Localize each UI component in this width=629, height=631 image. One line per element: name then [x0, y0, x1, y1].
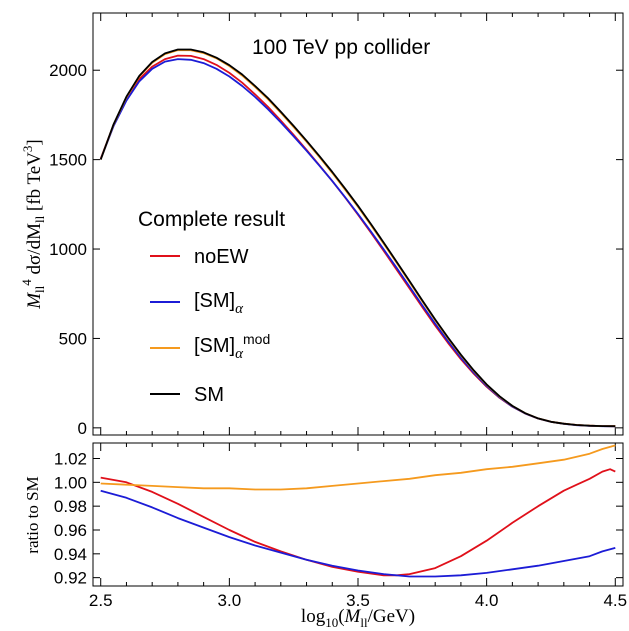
legend-label-sm-alpha: [SM]α [194, 290, 244, 317]
top-y-axis-label: Mll4 dσ/dMll [fb TeV3] [19, 139, 47, 310]
top-y-tick-label: 1000 [49, 240, 87, 259]
top-panel: 0 500 1000 1500 2000 100 TeV pp collider Com… [19, 12, 624, 438]
bottom-x-ticks: 2.5 3.0 3.5 4.0 4.5 [89, 443, 627, 610]
legend-item-sm-alpha-mod: [SM]αmod [150, 331, 270, 362]
bottom-panel: 0.92 0.94 0.96 0.98 1.00 1.02 2.5 3.0 3.5 4.0 4.5… [23, 442, 627, 630]
x-tick-label: 3.0 [218, 591, 242, 610]
top-y-ticks: 0 500 1000 1500 2000 [49, 61, 623, 438]
bottom-series-line-sm-mod [100, 444, 616, 491]
top-series-lines [99, 48, 616, 428]
top-y-tick-label: 500 [59, 329, 87, 348]
legend-label-noew: noEW [194, 246, 249, 268]
top-y-tick-label: 0 [78, 419, 87, 438]
top-y-tick-label: 1500 [49, 151, 87, 170]
top-series-line-sm [99, 58, 616, 428]
legend-item-sm: SM [150, 384, 224, 406]
chart-title: 100 TeV pp collider [252, 36, 430, 59]
legend-item-noew: noEW [150, 246, 249, 268]
bottom-series-line-sm [100, 489, 616, 578]
x-tick-label: 3.5 [346, 591, 370, 610]
top-y-tick-label: 2000 [49, 61, 87, 80]
legend-item-sm-alpha: [SM]α [150, 290, 244, 317]
legend-label-sm: SM [194, 384, 224, 406]
bottom-y-ticks: 0.92 0.94 0.96 0.98 1.00 1.02 [54, 449, 623, 588]
bottom-y-tick-label: 0.98 [54, 497, 87, 516]
x-tick-label: 4.0 [475, 591, 499, 610]
top-series-line-sm-mod [99, 49, 616, 428]
bottom-y-tick-label: 1.02 [54, 449, 87, 468]
legend-title: Complete result [138, 208, 285, 231]
legend-label-sm-alpha-mod: [SM]αmod [194, 331, 270, 362]
top-x-ticks [100, 13, 616, 435]
bottom-y-tick-label: 0.96 [54, 521, 87, 540]
bottom-y-tick-label: 1.00 [54, 473, 87, 492]
bottom-y-tick-label: 0.92 [54, 569, 87, 588]
top-series-line-noew [99, 54, 616, 428]
bottom-series-lines [100, 444, 616, 578]
bottom-series-line-noew [100, 468, 616, 577]
top-series-line-sm [99, 48, 616, 428]
bottom-y-tick-label: 0.94 [54, 545, 87, 564]
legend: Complete result noEW [SM]α [SM]αmod SM [138, 208, 285, 406]
bottom-y-axis-label: ratio to SM [23, 476, 42, 553]
x-tick-label: 2.5 [89, 591, 113, 610]
x-axis-label: log10(Mll/GeV) [301, 606, 415, 630]
x-tick-label: 4.5 [603, 591, 627, 610]
